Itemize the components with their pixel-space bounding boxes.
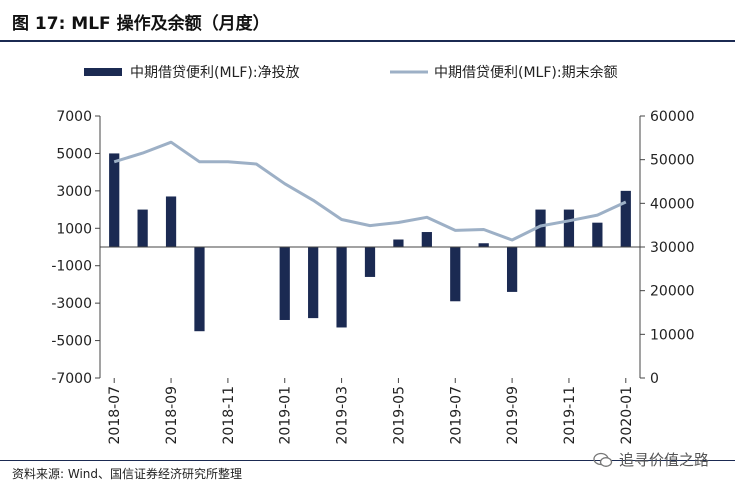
- bar-net-injection: [506, 247, 518, 292]
- y-left-tick-label: 7000: [56, 109, 92, 125]
- y-right-tick-label: 20000: [650, 284, 695, 300]
- y-right-tick-label: 40000: [650, 196, 695, 212]
- legend-label-bar: 中期借贷便利(MLF):净投放: [130, 65, 300, 81]
- y-left-tick-label: -3000: [51, 296, 92, 312]
- y-left-tick-label: 3000: [56, 184, 92, 200]
- x-tick-label: 2019-11: [562, 386, 578, 445]
- y-left-tick-label: -7000: [51, 371, 92, 387]
- x-tick-label: 2020-01: [619, 386, 635, 445]
- bar-net-injection: [137, 209, 148, 247]
- bar-net-injection: [308, 247, 319, 319]
- y-right-tick-label: 10000: [650, 327, 695, 343]
- bar-net-injection: [364, 247, 376, 277]
- y-left-tick-label: -5000: [51, 334, 92, 350]
- wechat-icon: [593, 452, 613, 467]
- y-left-tick-label: -1000: [51, 259, 92, 275]
- bar-net-injection: [563, 209, 575, 247]
- x-tick-label: 2018-07: [107, 386, 123, 445]
- x-tick-label: 2019-05: [391, 386, 407, 445]
- bar-net-injection: [535, 209, 546, 247]
- title-bar: 图 17: MLF 操作及余额（月度）: [0, 0, 735, 42]
- x-tick-label: 2018-09: [164, 386, 180, 445]
- bar-net-injection: [194, 247, 205, 332]
- bar-net-injection: [109, 153, 120, 247]
- y-right-tick-label: 30000: [650, 240, 695, 256]
- y-left-tick-label: 5000: [56, 146, 92, 162]
- line-outstanding-balance: [113, 140, 627, 242]
- bar-net-injection: [421, 232, 432, 247]
- bar-net-injection: [478, 243, 489, 247]
- y-right-tick-label: 0: [650, 371, 659, 387]
- bar-net-injection: [620, 190, 631, 247]
- x-tick-label: 2019-07: [448, 386, 464, 445]
- legend-label-line: 中期借贷便利(MLF):期末余额: [434, 64, 618, 81]
- x-tick-label: 2018-11: [221, 386, 237, 445]
- bar-net-injection: [165, 196, 177, 247]
- y-right-tick-label: 60000: [650, 109, 695, 125]
- figure-title: 图 17: MLF 操作及余额（月度）: [12, 14, 270, 34]
- x-tick-label: 2019-01: [278, 386, 294, 445]
- y-left-tick-label: 1000: [56, 221, 92, 237]
- watermark: 追寻价值之路: [593, 449, 709, 470]
- bar-net-injection: [393, 239, 404, 247]
- bar-net-injection: [592, 222, 603, 247]
- footer-divider: [0, 460, 735, 461]
- x-tick-label: 2019-09: [505, 386, 521, 445]
- y-right-tick-label: 50000: [650, 153, 695, 169]
- source-note: 资料来源: Wind、国信证券经济研究所整理: [12, 467, 243, 481]
- bar-net-injection: [279, 247, 290, 320]
- x-tick-label: 2019-03: [335, 386, 351, 445]
- mlf-chart: 中期借贷便利(MLF):净投放 中期借贷便利(MLF):期末余额 7000 5000 3…: [51, 64, 695, 445]
- watermark-text: 追寻价值之路: [618, 451, 709, 469]
- legend-swatch-bar: [84, 68, 122, 76]
- bar-net-injection: [450, 247, 461, 302]
- bar-net-injection: [336, 247, 347, 328]
